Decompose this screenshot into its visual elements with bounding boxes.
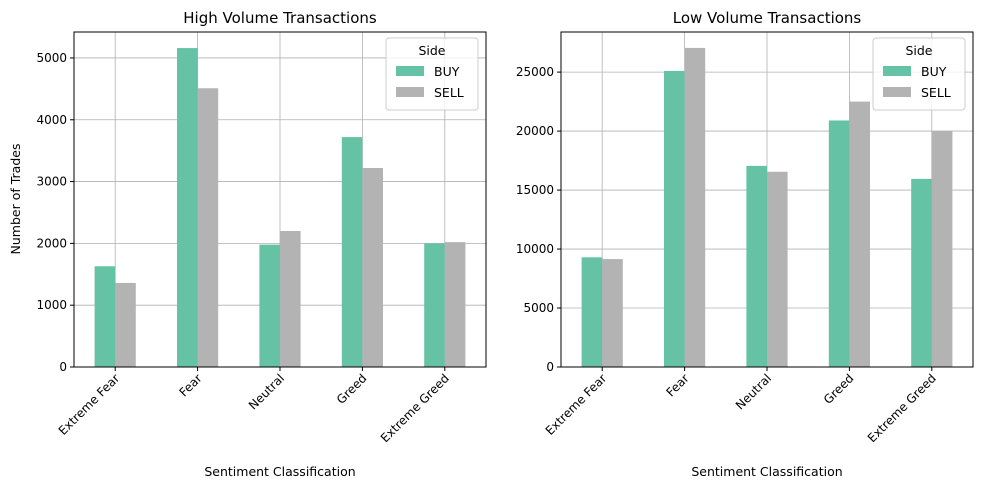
chart-title: Low Volume Transactions — [673, 9, 862, 27]
y-tick-label: 5000 — [36, 51, 67, 65]
y-tick-label: 20000 — [516, 124, 554, 138]
legend: Side BUY SELL — [385, 37, 479, 111]
y-tick-label: 2000 — [36, 236, 67, 250]
x-axis-label: Sentiment Classification — [204, 464, 355, 479]
x-tick-label: Fear — [176, 371, 204, 399]
bar-sell-neutral — [767, 171, 788, 367]
bar-buy-extreme-fear — [94, 266, 116, 367]
legend-label-buy: BUY — [921, 64, 947, 79]
y-tick-label: 5000 — [523, 301, 554, 315]
bar-sell-fear — [197, 88, 219, 367]
bar-sell-greed — [849, 101, 870, 368]
x-tick-label: Neutral — [246, 371, 287, 412]
legend-label-sell: SELL — [434, 85, 464, 100]
low-volume-chart: Low Volume Transactions 0 5000 10000 15000 2… — [516, 9, 974, 479]
legend-title: Side — [905, 43, 932, 58]
x-axis-label: Sentiment Classification — [691, 464, 842, 479]
y-tick-label: 15000 — [516, 183, 554, 197]
bar-sell-extreme-greed — [931, 131, 953, 367]
legend: Side BUY SELL — [872, 37, 966, 111]
y-tick-label: 3000 — [36, 175, 67, 189]
x-tick-label: Fear — [663, 371, 691, 399]
bar-buy-fear — [177, 48, 198, 368]
y-tick-label: 25000 — [516, 65, 554, 79]
y-tick-label: 4000 — [36, 113, 67, 127]
y-tick-label: 0 — [546, 360, 554, 374]
legend-swatch-buy — [883, 66, 911, 76]
bar-buy-extreme-greed — [424, 243, 445, 367]
y-tick-label: 1000 — [36, 298, 67, 312]
bar-buy-extreme-fear — [581, 257, 603, 367]
legend-swatch-sell — [396, 87, 424, 97]
bar-buy-neutral — [746, 165, 767, 367]
legend-swatch-sell — [883, 87, 911, 97]
legend-swatch-buy — [396, 66, 424, 76]
y-tick-label: 0 — [59, 360, 67, 374]
x-tick-label: Neutral — [733, 371, 774, 412]
bar-buy-extreme-greed — [911, 178, 932, 367]
y-axis-label: Number of Trades — [8, 144, 23, 255]
bar-sell-extreme-greed — [444, 242, 466, 367]
x-tick-label: Extreme Greed — [378, 371, 452, 445]
x-tick-label: Extreme Fear — [543, 371, 610, 438]
bar-sell-fear — [684, 47, 706, 368]
chart-title: High Volume Transactions — [183, 9, 377, 27]
bar-buy-fear — [664, 70, 685, 367]
y-tick-label: 10000 — [516, 242, 554, 256]
x-tick-label: Extreme Greed — [865, 371, 939, 445]
x-tick-label: Extreme Fear — [56, 371, 123, 438]
bar-sell-extreme-fear — [602, 259, 623, 367]
high-volume-chart: High Volume Transactions 0 1000 2000 3000 40… — [8, 9, 487, 479]
bar-sell-neutral — [280, 231, 301, 367]
bar-buy-greed — [341, 137, 363, 367]
x-tick-label: Greed — [821, 371, 857, 407]
x-tick-label: Greed — [334, 371, 370, 407]
legend-label-buy: BUY — [434, 64, 460, 79]
bar-buy-neutral — [259, 244, 280, 367]
bar-sell-extreme-fear — [115, 282, 136, 367]
bar-buy-greed — [828, 120, 850, 367]
legend-title: Side — [418, 43, 445, 58]
bar-sell-greed — [362, 167, 383, 367]
legend-label-sell: SELL — [921, 85, 951, 100]
